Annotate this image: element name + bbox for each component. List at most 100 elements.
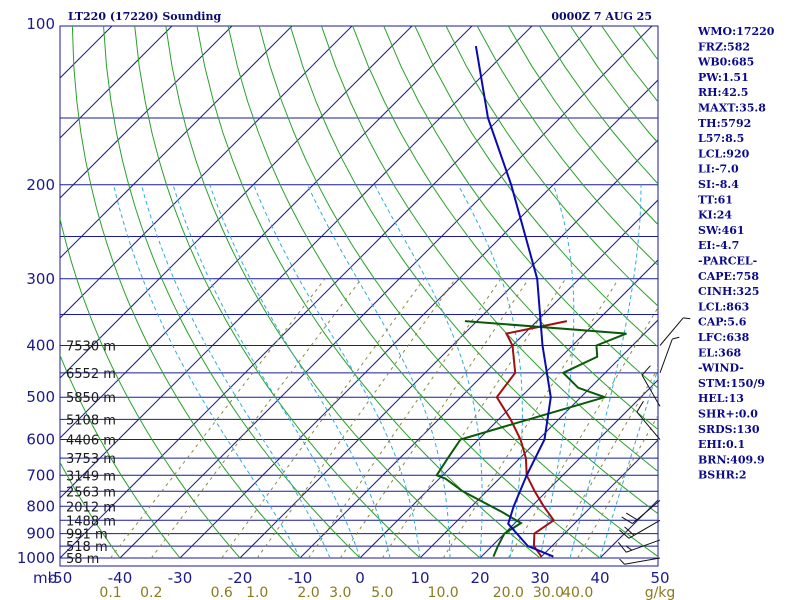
height-label: 3149 m (66, 469, 116, 484)
mixing-ratio-tick-label: 10.0 (428, 585, 459, 600)
wind-barb-staff (636, 411, 661, 440)
temperature-tick-label: -20 (228, 569, 253, 587)
temperature-tick-label: 40 (590, 569, 609, 587)
dry-adiabat (476, 26, 658, 267)
wind-barb (619, 519, 661, 539)
dry-adiabat (320, 26, 658, 473)
wind-barb-flag (636, 400, 644, 413)
height-label: 2563 m (66, 485, 116, 500)
wind-barb-staff (641, 374, 661, 407)
isotherm-line (299, 199, 658, 559)
sounding-index: -WIND- (698, 362, 744, 375)
mixing-ratio-unit: g/kg (645, 585, 676, 600)
sounding-index: EHI:0.1 (698, 438, 745, 451)
sounding-index: LFC:638 (698, 331, 750, 344)
sounding-index: STM:150/9 (698, 377, 765, 390)
height-label: 58 m (66, 552, 99, 567)
wind-barb-flag (619, 529, 630, 539)
temperature-tick-label: 50 (650, 569, 669, 587)
height-label: 4406 m (66, 434, 116, 449)
isotherm-line (60, 26, 473, 439)
moist-adiabat (457, 184, 523, 559)
mixing-ratio-line (507, 306, 658, 559)
dry-adiabat (60, 353, 181, 559)
moist-adiabat (209, 184, 391, 559)
sounding-index: TT:61 (698, 193, 733, 206)
moist-adiabat (172, 184, 361, 559)
parcel-trace (474, 45, 554, 558)
sounding-index: SW:461 (698, 224, 745, 237)
sounding-index: KI:24 (698, 209, 732, 222)
isotherm-line (60, 26, 593, 559)
dewpoint-trace (435, 320, 627, 557)
isotherm-line (419, 319, 658, 559)
sounding-index: CAP:5.6 (698, 316, 747, 329)
dry-adiabat (196, 26, 541, 559)
temperature-trace (495, 320, 568, 558)
height-label: 3753 m (66, 452, 116, 467)
chart-time: 0000Z 7 AUG 25 (551, 10, 652, 23)
sounding-index: WMO:17220 (697, 25, 775, 38)
height-label: 5850 m (66, 391, 116, 406)
sounding-index: -PARCEL- (698, 255, 757, 268)
isotherm-line (60, 26, 413, 379)
wind-barb (636, 400, 661, 440)
sounding-index: SI:-8.4 (698, 178, 739, 191)
mixing-ratio-tick-label: 0.1 (99, 585, 121, 600)
isotherm-line (60, 26, 233, 199)
wind-barb-staff (624, 557, 661, 565)
mixing-ratio-tick-label: 3.0 (329, 585, 351, 600)
wind-barb-staff (659, 317, 684, 346)
wind-barb-flag (672, 336, 680, 340)
dry-adiabat (352, 26, 658, 431)
chart-title: LT220 (17220) Sounding (68, 10, 221, 23)
dry-adiabat (60, 216, 241, 559)
wind-barb-flag (617, 542, 627, 553)
mixing-ratio-line (221, 278, 425, 559)
sounding-index: TH:5792 (698, 117, 751, 130)
sounding-index: MAXT:35.8 (698, 102, 766, 115)
dry-adiabat (445, 26, 658, 307)
sounding-index: L57:8.5 (698, 132, 744, 145)
dry-adiabat (134, 26, 421, 559)
wind-barb (619, 557, 661, 565)
moist-adiabat (140, 184, 331, 559)
wind-barb-flag (624, 526, 635, 536)
sounding-index: CAPE:758 (698, 270, 759, 283)
wind-barb-flag (641, 365, 651, 376)
height-label: 7530 m (66, 340, 116, 355)
temperature-tick-label: -30 (168, 569, 193, 587)
sounding-index: RH:42.5 (698, 86, 748, 99)
wind-barb-flag (619, 558, 625, 565)
height-label: 518 m (66, 540, 108, 555)
wind-barb (617, 539, 661, 553)
wind-barb-flag (625, 545, 633, 551)
height-label: 2012 m (66, 500, 116, 515)
mixing-ratio-line (256, 278, 456, 559)
mixing-ratio-line (110, 278, 326, 559)
moist-adiabat (307, 184, 451, 558)
sounding-index: PW:1.51 (698, 71, 749, 84)
temperature-tick-label: -10 (288, 569, 313, 587)
temperature-tick-label: 0 (355, 569, 365, 587)
wind-barb-flag (621, 516, 633, 524)
sounding-index: HEL:13 (698, 392, 744, 405)
isotherm-line (539, 439, 658, 559)
dry-adiabat (289, 26, 658, 515)
temperature-tick-label: 30 (530, 569, 549, 587)
sounding-index: LI:-7.0 (698, 163, 739, 176)
sounding-index: EL:368 (698, 346, 741, 359)
mixing-ratio-tick-label: 40.0 (562, 585, 593, 600)
mixing-ratio-tick-label: 5.0 (371, 585, 393, 600)
sounding-index: WB0:685 (697, 56, 754, 69)
wind-barb (659, 336, 680, 373)
pressure-tick-label: 100 (26, 15, 55, 33)
pressure-tick-label: 700 (26, 466, 55, 484)
temperature-tick-label: 10 (410, 569, 429, 587)
dry-adiabat (258, 26, 658, 558)
pressure-tick-label: 300 (26, 270, 55, 288)
dry-adiabat (71, 26, 301, 559)
sounding-traces (435, 45, 627, 558)
